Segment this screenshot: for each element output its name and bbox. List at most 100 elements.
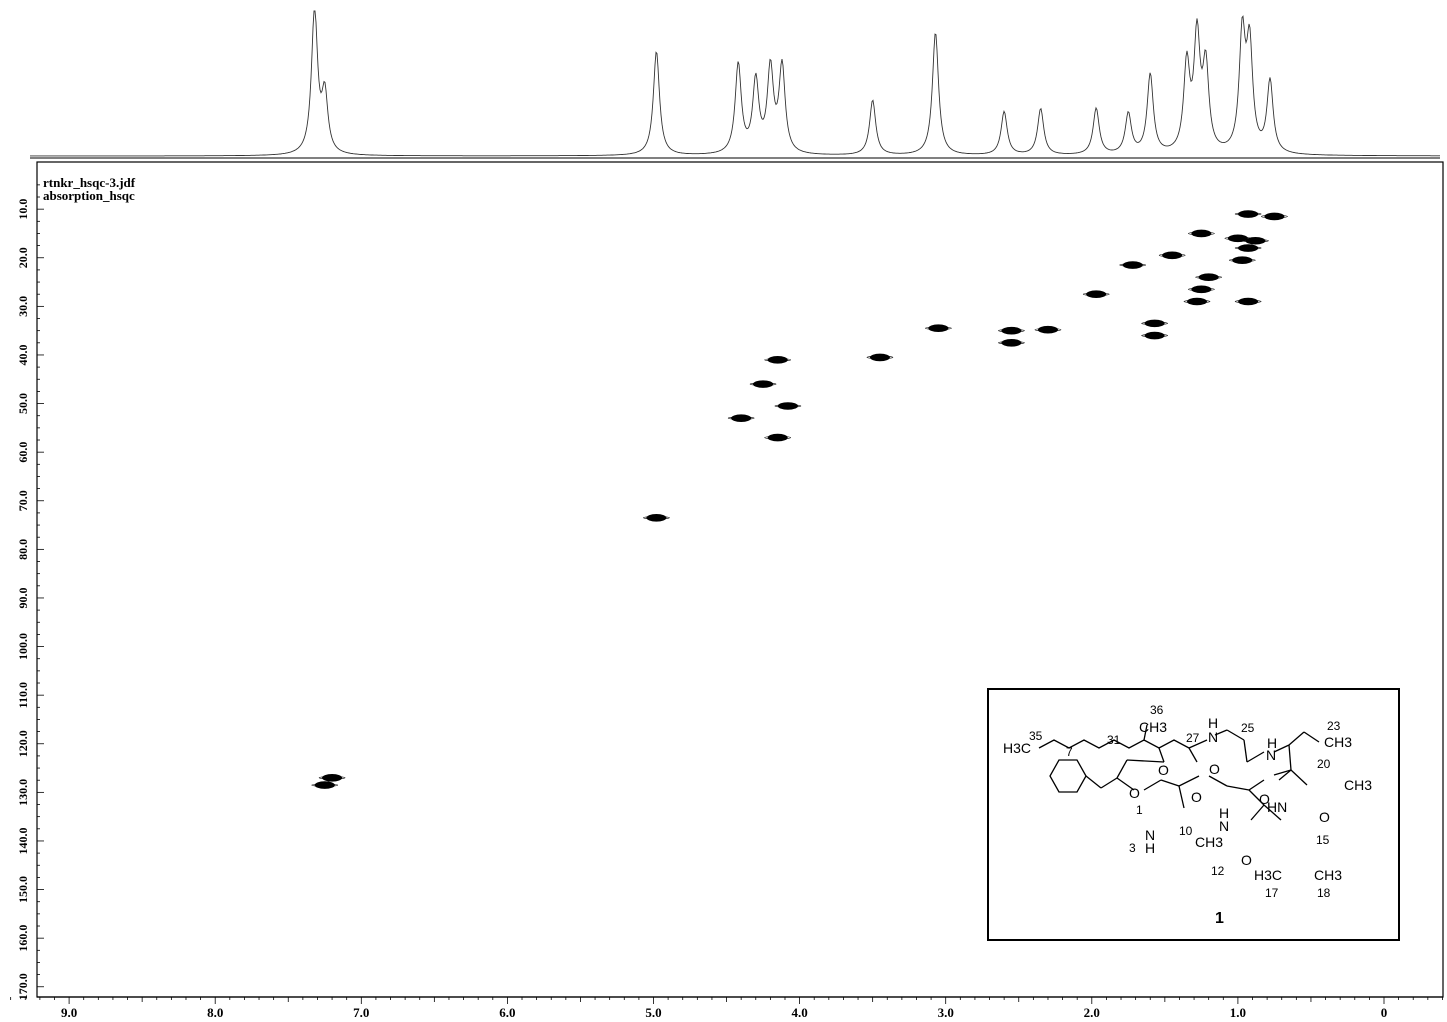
y-tick-label: 60.0 xyxy=(16,442,30,463)
atom-n-20: N xyxy=(1266,747,1276,763)
atom-n-12: N xyxy=(1219,818,1229,834)
cross-peaks xyxy=(311,210,1288,789)
cross-peak xyxy=(1191,229,1212,238)
cross-peak xyxy=(1238,210,1259,218)
atom-number-12: 12 xyxy=(1211,864,1225,878)
cross-peak xyxy=(1238,297,1259,306)
cross-peak-contour xyxy=(774,404,802,408)
y-tick-label: 90.0 xyxy=(16,587,30,608)
cross-peak-contour xyxy=(1119,263,1147,267)
y-tick-label: 30.0 xyxy=(16,296,30,317)
atom-o-27: O xyxy=(1209,761,1220,777)
cross-peak xyxy=(1037,325,1058,334)
cross-peak xyxy=(1144,319,1165,328)
atom-ch3-23: CH3 xyxy=(1324,734,1352,750)
cross-peak-contour xyxy=(998,341,1025,345)
cross-peak-contour xyxy=(764,436,791,440)
cross-peak-contour xyxy=(643,516,670,520)
atom-n-10: N xyxy=(1145,827,1155,843)
atom-number-3: 3 xyxy=(1129,841,1136,855)
atom-number-31: 31 xyxy=(1107,733,1121,747)
x-tick-label: 9.0 xyxy=(61,1005,77,1020)
atom-ch3-18: CH3 xyxy=(1314,867,1342,883)
atom-ch3-36: CH3 xyxy=(1139,719,1167,735)
atom-o-20: O xyxy=(1319,809,1330,825)
cross-peak xyxy=(777,402,798,410)
y-tick-label: 170.0 xyxy=(16,973,30,1000)
atom-number-25: 25 xyxy=(1241,721,1255,735)
y-tick-label: 10.0 xyxy=(16,199,30,220)
atom-o-25: O xyxy=(1259,791,1270,807)
cross-peak-contour xyxy=(1141,334,1168,338)
cross-peak-contour xyxy=(727,416,755,420)
cross-peak-contour xyxy=(749,382,777,386)
cross-peak-contour xyxy=(925,326,952,330)
cross-peak xyxy=(1001,326,1022,335)
atom-number-17: 17 xyxy=(1265,886,1279,900)
cross-peak-contour xyxy=(1082,292,1110,296)
x-tick-label: 3.0 xyxy=(938,1005,954,1020)
atom-h-10: H xyxy=(1145,840,1155,856)
mode-label: absorption_hsqc xyxy=(43,188,135,203)
cross-peak xyxy=(1191,285,1212,294)
atom-h-20: H xyxy=(1267,735,1277,751)
chemical-structure: H3C CH3 O O H N O H N CH3 CH3 O HN O N H… xyxy=(1003,703,1372,927)
atom-hn-15: HN xyxy=(1267,799,1287,815)
cross-peak-contour xyxy=(998,329,1025,333)
x-tick-label: 4.0 xyxy=(791,1005,807,1020)
cross-peak-contour xyxy=(1188,231,1215,235)
cross-peak-contour xyxy=(318,776,346,780)
cross-peak xyxy=(1198,273,1219,282)
cross-peak xyxy=(1001,339,1022,347)
atom-number-1: 1 xyxy=(1136,803,1143,817)
x-tick-label: 0 xyxy=(1381,1005,1388,1020)
cross-peak xyxy=(1227,234,1248,243)
y-axis: 10.0 20.0 30.0 40.0 50.0 60.0 70.0 80.0 90.0 100.… xyxy=(16,184,44,1000)
atom-o-15: O xyxy=(1241,852,1252,868)
atom-o-ester: O xyxy=(1158,762,1169,778)
file-name-label: rtnkr_hsqc-3.jdf xyxy=(43,175,136,190)
cross-peak-contour xyxy=(1234,299,1262,303)
atom-number-20: 20 xyxy=(1317,757,1331,771)
x-tick-label: 7.0 xyxy=(353,1005,369,1020)
atom-n-25: N xyxy=(1208,729,1218,745)
cross-peak-contour xyxy=(1234,212,1262,216)
atom-ch3-20: CH3 xyxy=(1344,777,1372,793)
cross-peak xyxy=(928,324,949,333)
cross-peak xyxy=(767,356,788,364)
atom-number-18: 18 xyxy=(1317,886,1331,900)
projection-trace xyxy=(30,10,1440,157)
cross-peak-contour xyxy=(1188,287,1215,291)
cross-peak-contour xyxy=(1242,239,1269,243)
cross-peak xyxy=(1232,256,1253,264)
cross-peak xyxy=(322,773,343,782)
cross-peak-contour xyxy=(1261,214,1288,218)
cross-peak-contour xyxy=(311,783,339,787)
structure-inset: H3C CH3 O O H N O H N CH3 CH3 O HN O N H… xyxy=(987,688,1400,941)
atom-h3c-17: H3C xyxy=(1254,867,1282,883)
y-tick-label: 20.0 xyxy=(16,247,30,268)
atom-o-10: O xyxy=(1191,789,1202,805)
x-tick-label: 5.0 xyxy=(645,1005,661,1020)
cross-peak xyxy=(1144,331,1165,340)
proton-projection-spectrum xyxy=(30,10,1440,157)
cross-peak-contour xyxy=(1158,253,1186,257)
cross-peak-contour xyxy=(1195,275,1222,279)
atom-o-1: O xyxy=(1129,785,1140,801)
cross-peak xyxy=(1264,212,1285,221)
cross-peak-contour xyxy=(1034,328,1062,332)
structure-bonds xyxy=(1038,724,1320,821)
atom-numbers: 35 31 36 27 25 23 20 7 1 10 3 12 15 17 1… xyxy=(1029,703,1341,900)
y-tick-label: 130.0 xyxy=(16,779,30,806)
cross-peak-contour xyxy=(764,358,791,362)
cross-peak xyxy=(767,433,788,442)
compound-number: 1 xyxy=(1215,910,1224,927)
cross-peak xyxy=(869,353,890,362)
atom-h-12: H xyxy=(1219,805,1229,821)
structure-atoms: H3C CH3 O O H N O H N CH3 CH3 O HN O N H… xyxy=(1003,715,1372,883)
y-tick-label: 70.0 xyxy=(16,490,30,511)
atom-number-35: 35 xyxy=(1029,729,1043,743)
cross-peak-contour xyxy=(1141,321,1168,325)
y-tick-label: 110.0 xyxy=(16,682,30,708)
